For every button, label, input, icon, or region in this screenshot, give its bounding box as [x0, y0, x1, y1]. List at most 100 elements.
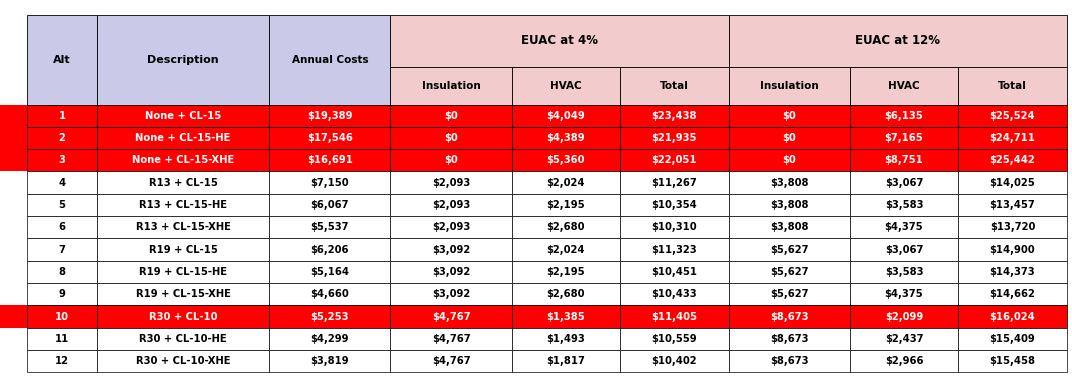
Text: $5,627: $5,627 — [770, 245, 808, 255]
FancyBboxPatch shape — [390, 216, 511, 239]
Text: HVAC: HVAC — [889, 81, 920, 90]
Text: R19 + CL-15-XHE: R19 + CL-15-XHE — [136, 289, 230, 299]
Text: $11,267: $11,267 — [652, 177, 697, 188]
FancyBboxPatch shape — [511, 306, 620, 328]
FancyBboxPatch shape — [390, 194, 511, 216]
Text: 11: 11 — [55, 334, 69, 344]
FancyBboxPatch shape — [27, 15, 96, 105]
Text: $19,389: $19,389 — [307, 111, 353, 121]
FancyBboxPatch shape — [269, 127, 390, 149]
FancyBboxPatch shape — [269, 328, 390, 350]
FancyBboxPatch shape — [96, 149, 269, 171]
FancyBboxPatch shape — [390, 171, 511, 194]
Text: R30 + CL-10-HE: R30 + CL-10-HE — [139, 334, 227, 344]
FancyBboxPatch shape — [958, 171, 1067, 194]
FancyBboxPatch shape — [96, 15, 269, 105]
FancyBboxPatch shape — [729, 261, 850, 283]
FancyBboxPatch shape — [850, 149, 958, 171]
FancyBboxPatch shape — [269, 216, 390, 239]
Text: $4,299: $4,299 — [311, 334, 349, 344]
FancyBboxPatch shape — [620, 328, 729, 350]
FancyBboxPatch shape — [958, 105, 1067, 127]
Text: $5,627: $5,627 — [770, 267, 808, 277]
Text: $4,767: $4,767 — [432, 356, 471, 366]
Text: $0: $0 — [444, 133, 458, 143]
Text: 1: 1 — [58, 111, 65, 121]
FancyBboxPatch shape — [958, 350, 1067, 372]
FancyBboxPatch shape — [729, 350, 850, 372]
FancyBboxPatch shape — [729, 283, 850, 306]
Text: $25,524: $25,524 — [989, 111, 1036, 121]
FancyBboxPatch shape — [850, 66, 958, 105]
Text: $2,099: $2,099 — [884, 312, 923, 321]
Text: Insulation: Insulation — [760, 81, 819, 90]
Text: $2,680: $2,680 — [547, 289, 585, 299]
FancyBboxPatch shape — [850, 239, 958, 261]
Text: $24,711: $24,711 — [989, 133, 1036, 143]
FancyBboxPatch shape — [27, 171, 96, 194]
FancyBboxPatch shape — [511, 216, 620, 239]
Text: $10,402: $10,402 — [652, 356, 697, 366]
Text: $4,049: $4,049 — [547, 111, 585, 121]
FancyBboxPatch shape — [27, 283, 96, 306]
FancyBboxPatch shape — [27, 127, 96, 149]
FancyBboxPatch shape — [729, 306, 850, 328]
FancyBboxPatch shape — [27, 306, 96, 328]
FancyBboxPatch shape — [0, 105, 27, 127]
FancyBboxPatch shape — [729, 328, 850, 350]
Text: None + CL-15: None + CL-15 — [145, 111, 221, 121]
Text: $5,537: $5,537 — [311, 222, 349, 232]
Text: $5,164: $5,164 — [310, 267, 349, 277]
Text: $14,662: $14,662 — [989, 289, 1036, 299]
Text: $2,195: $2,195 — [547, 267, 585, 277]
Text: $5,253: $5,253 — [311, 312, 349, 321]
FancyBboxPatch shape — [27, 194, 96, 216]
FancyBboxPatch shape — [27, 350, 96, 372]
FancyBboxPatch shape — [958, 261, 1067, 283]
Text: 6: 6 — [58, 222, 65, 232]
FancyBboxPatch shape — [620, 216, 729, 239]
Text: $15,458: $15,458 — [989, 356, 1036, 366]
Text: $4,375: $4,375 — [884, 222, 923, 232]
FancyBboxPatch shape — [96, 105, 269, 127]
FancyBboxPatch shape — [96, 283, 269, 306]
Text: Alt: Alt — [54, 55, 71, 65]
FancyBboxPatch shape — [27, 149, 96, 171]
FancyBboxPatch shape — [269, 283, 390, 306]
FancyBboxPatch shape — [27, 239, 96, 261]
Text: $10,451: $10,451 — [652, 267, 697, 277]
FancyBboxPatch shape — [729, 194, 850, 216]
Text: $2,195: $2,195 — [547, 200, 585, 210]
Text: HVAC: HVAC — [550, 81, 582, 90]
FancyBboxPatch shape — [96, 261, 269, 283]
FancyBboxPatch shape — [96, 127, 269, 149]
FancyBboxPatch shape — [27, 216, 96, 239]
FancyBboxPatch shape — [620, 306, 729, 328]
Text: $3,067: $3,067 — [884, 177, 923, 188]
FancyBboxPatch shape — [0, 306, 27, 328]
Text: Total: Total — [998, 81, 1027, 90]
Text: $3,092: $3,092 — [432, 289, 471, 299]
Text: $13,457: $13,457 — [989, 200, 1036, 210]
FancyBboxPatch shape — [390, 127, 511, 149]
Text: $1,385: $1,385 — [547, 312, 585, 321]
FancyBboxPatch shape — [850, 328, 958, 350]
Text: $14,900: $14,900 — [989, 245, 1036, 255]
FancyBboxPatch shape — [511, 105, 620, 127]
FancyBboxPatch shape — [850, 171, 958, 194]
Text: 7: 7 — [59, 245, 65, 255]
Text: $16,691: $16,691 — [307, 155, 353, 165]
Text: $17,546: $17,546 — [307, 133, 353, 143]
FancyBboxPatch shape — [390, 15, 729, 66]
Text: R30 + CL-10-XHE: R30 + CL-10-XHE — [136, 356, 230, 366]
FancyBboxPatch shape — [958, 239, 1067, 261]
FancyBboxPatch shape — [269, 350, 390, 372]
FancyBboxPatch shape — [729, 15, 1067, 66]
Text: R13 + CL-15: R13 + CL-15 — [149, 177, 218, 188]
Text: 5: 5 — [58, 200, 65, 210]
FancyBboxPatch shape — [511, 328, 620, 350]
FancyBboxPatch shape — [620, 149, 729, 171]
Text: $8,673: $8,673 — [770, 312, 808, 321]
FancyBboxPatch shape — [620, 66, 729, 105]
FancyBboxPatch shape — [620, 239, 729, 261]
